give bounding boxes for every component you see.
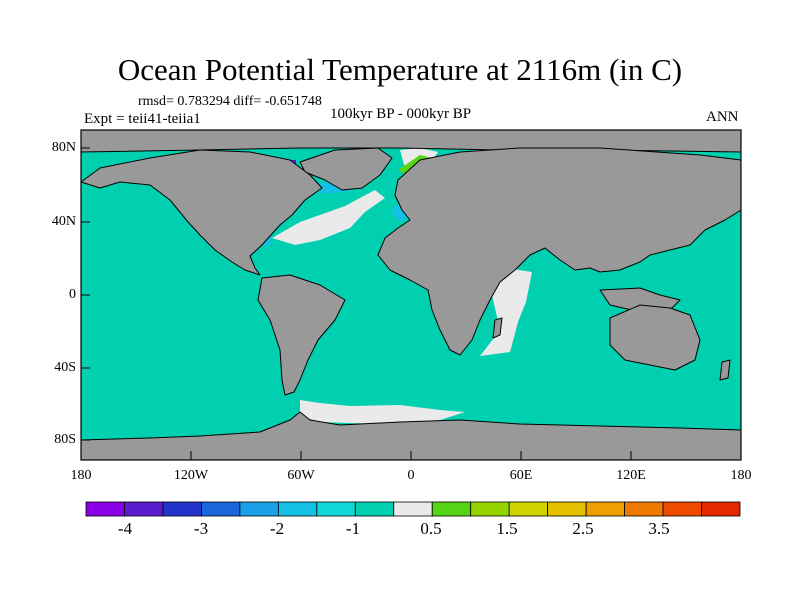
colorbar-label: -2 <box>269 519 285 538</box>
colorbar-box <box>201 501 241 517</box>
season-label: ANN <box>706 109 739 125</box>
lat-label: 80S <box>54 432 76 447</box>
experiment-label: Expt = teii41-teiia1 <box>84 111 201 127</box>
lat-label: 40N <box>51 214 76 229</box>
lon-label: 60W <box>287 468 315 483</box>
colorbar-box <box>431 501 472 517</box>
colorbar-label: 0.5 <box>420 519 442 538</box>
lon-label: 120E <box>616 468 646 483</box>
lon-label: 60E <box>509 468 533 483</box>
colorbar-label: 3.5 <box>648 519 670 538</box>
colorbar-box <box>124 501 164 517</box>
anomaly-near-zero <box>272 148 532 424</box>
lon-label: 180 <box>70 468 92 483</box>
colorbar-label: 2.5 <box>572 519 594 538</box>
colorbar-box <box>162 501 202 517</box>
axis-ticks <box>80 147 742 460</box>
colorbar-box <box>316 501 356 517</box>
colorbar-box <box>470 501 510 517</box>
lon-label: 0 <box>407 468 415 483</box>
lat-label: 80N <box>51 140 76 155</box>
lon-label: 180 <box>730 468 752 483</box>
colorbar-box <box>662 501 702 517</box>
period-label: 100kyr BP - 000kyr BP <box>330 106 472 122</box>
colorbar-box <box>277 501 318 517</box>
stats-label: rmsd= 0.783294 diff= -0.651748 <box>138 94 322 109</box>
colorbar-box <box>239 501 279 517</box>
colorbar-box <box>354 501 395 517</box>
colorbar-label: -1 <box>345 519 361 538</box>
lon-label: 120W <box>173 468 209 483</box>
colorbar-box <box>547 501 587 517</box>
land-masses <box>80 129 742 461</box>
colorbar-box <box>85 501 125 517</box>
lat-label: 0 <box>69 287 76 302</box>
colorbar-box <box>701 501 741 517</box>
colorbar-box <box>393 501 433 517</box>
colorbar-label: -3 <box>193 519 209 538</box>
colorbar-label: -4 <box>117 519 133 538</box>
lat-label: 40S <box>54 360 76 375</box>
colorbar <box>85 501 741 517</box>
map-title: Ocean Potential Temperature at 2116m (in… <box>117 52 683 87</box>
colorbar-box <box>508 501 549 517</box>
colorbar-box <box>624 501 664 517</box>
colorbar-label: 1.5 <box>496 519 518 538</box>
colorbar-box <box>585 501 625 517</box>
